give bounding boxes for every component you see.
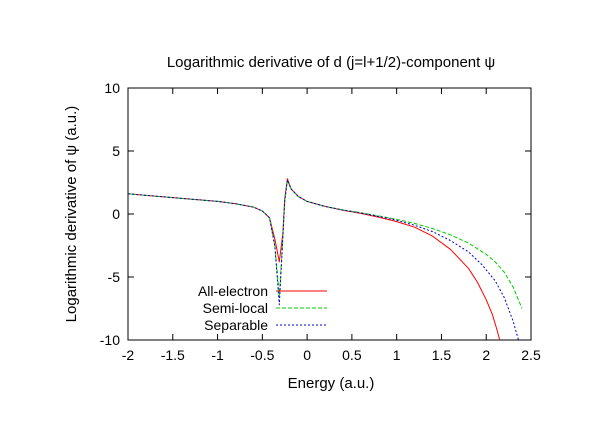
y-axis-label: Logarithmic derivative of ψ (a.u.) bbox=[63, 106, 80, 323]
y-tick-label: 5 bbox=[112, 143, 120, 159]
legend-label: Separable bbox=[204, 317, 268, 333]
series-group bbox=[128, 178, 523, 340]
y-tick-label: 0 bbox=[112, 206, 120, 222]
x-axis-label: Energy (a.u.) bbox=[288, 375, 375, 392]
plot-frame bbox=[127, 87, 532, 341]
axes: -2 -1.5 -1 -0.5 0 0.5 1 1.5 2 2.5 10 5 0 -5 -10 bbox=[100, 80, 541, 363]
x-tick-label: -0.5 bbox=[250, 347, 274, 363]
chart-title: Logarithmic derivative of d (j=l+1/2)-co… bbox=[167, 54, 495, 71]
x-tick-label: 2 bbox=[482, 347, 490, 363]
series-line-all-electron bbox=[128, 178, 501, 340]
x-tick-label: 1 bbox=[393, 347, 401, 363]
legend-label: Semi-local bbox=[203, 300, 268, 316]
x-tick-label: -1.5 bbox=[161, 347, 185, 363]
legend-label: All-electron bbox=[198, 283, 268, 299]
series-line-semi-local bbox=[128, 179, 523, 309]
x-tick-label: 0 bbox=[303, 347, 311, 363]
x-tick-label: 2.5 bbox=[521, 347, 541, 363]
x-tick-label: -2 bbox=[122, 347, 135, 363]
y-tick-label: -5 bbox=[108, 269, 121, 285]
y-tick-label: -10 bbox=[100, 332, 120, 348]
x-tick-label: -1 bbox=[211, 347, 224, 363]
x-tick-label: 1.5 bbox=[432, 347, 452, 363]
x-tick-label: 0.5 bbox=[342, 347, 362, 363]
y-tick-label: 10 bbox=[104, 80, 120, 96]
